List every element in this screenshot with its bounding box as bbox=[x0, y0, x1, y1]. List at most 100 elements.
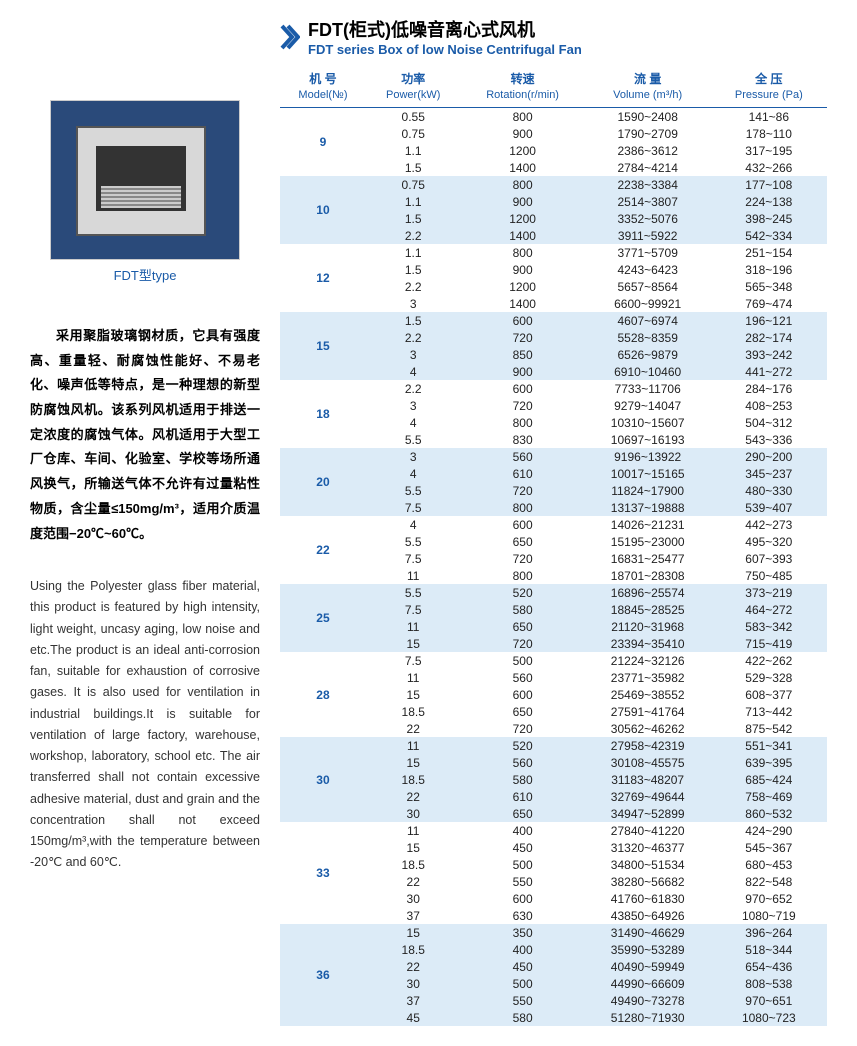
power-cell: 11 bbox=[366, 669, 461, 686]
rotation-cell: 900 bbox=[460, 363, 584, 380]
pressure-cell: 551~341 bbox=[711, 737, 827, 754]
power-cell: 5.5 bbox=[366, 431, 461, 448]
power-cell: 1.5 bbox=[366, 210, 461, 227]
volume-cell: 10697~16193 bbox=[585, 431, 711, 448]
power-cell: 7.5 bbox=[366, 550, 461, 567]
volume-cell: 31490~46629 bbox=[585, 924, 711, 941]
power-cell: 7.5 bbox=[366, 601, 461, 618]
model-cell: 25 bbox=[280, 584, 366, 652]
volume-cell: 1590~2408 bbox=[585, 108, 711, 126]
power-cell: 22 bbox=[366, 958, 461, 975]
power-cell: 5.5 bbox=[366, 533, 461, 550]
power-cell: 4 bbox=[366, 465, 461, 482]
pressure-cell: 685~424 bbox=[711, 771, 827, 788]
pressure-cell: 680~453 bbox=[711, 856, 827, 873]
table-row: 301152027958~42319551~341 bbox=[280, 737, 827, 754]
rotation-cell: 630 bbox=[460, 907, 584, 924]
chevron-icon bbox=[280, 24, 300, 53]
rotation-cell: 1400 bbox=[460, 227, 584, 244]
rotation-cell: 900 bbox=[460, 261, 584, 278]
power-cell: 7.5 bbox=[366, 652, 461, 669]
image-caption: FDT型type bbox=[30, 265, 260, 284]
power-cell: 2.2 bbox=[366, 329, 461, 346]
power-cell: 15 bbox=[366, 754, 461, 771]
volume-cell: 21120~31968 bbox=[585, 618, 711, 635]
pressure-cell: 715~419 bbox=[711, 635, 827, 652]
rotation-cell: 830 bbox=[460, 431, 584, 448]
volume-cell: 27840~41220 bbox=[585, 822, 711, 839]
volume-cell: 15195~23000 bbox=[585, 533, 711, 550]
volume-cell: 9279~14047 bbox=[585, 397, 711, 414]
power-cell: 18.5 bbox=[366, 856, 461, 873]
volume-cell: 18701~28308 bbox=[585, 567, 711, 584]
rotation-cell: 500 bbox=[460, 856, 584, 873]
rotation-cell: 800 bbox=[460, 567, 584, 584]
power-cell: 22 bbox=[366, 788, 461, 805]
model-cell: 15 bbox=[280, 312, 366, 380]
power-cell: 0.75 bbox=[366, 176, 461, 193]
rotation-cell: 720 bbox=[460, 482, 584, 499]
power-cell: 1.5 bbox=[366, 159, 461, 176]
power-cell: 2.2 bbox=[366, 278, 461, 295]
volume-cell: 14026~21231 bbox=[585, 516, 711, 533]
volume-cell: 23394~35410 bbox=[585, 635, 711, 652]
rotation-cell: 800 bbox=[460, 499, 584, 516]
volume-cell: 2784~4214 bbox=[585, 159, 711, 176]
pressure-cell: 545~367 bbox=[711, 839, 827, 856]
power-cell: 22 bbox=[366, 720, 461, 737]
volume-cell: 25469~38552 bbox=[585, 686, 711, 703]
model-cell: 22 bbox=[280, 516, 366, 584]
pressure-cell: 422~262 bbox=[711, 652, 827, 669]
volume-cell: 18845~28525 bbox=[585, 601, 711, 618]
power-cell: 18.5 bbox=[366, 703, 461, 720]
power-cell: 11 bbox=[366, 822, 461, 839]
volume-cell: 5657~8564 bbox=[585, 278, 711, 295]
volume-cell: 3911~5922 bbox=[585, 227, 711, 244]
model-cell: 20 bbox=[280, 448, 366, 516]
rotation-cell: 900 bbox=[460, 125, 584, 142]
column-header: 全 压Pressure (Pa) bbox=[711, 67, 827, 107]
pressure-cell: 282~174 bbox=[711, 329, 827, 346]
volume-cell: 27958~42319 bbox=[585, 737, 711, 754]
rotation-cell: 560 bbox=[460, 754, 584, 771]
pressure-cell: 1080~723 bbox=[711, 1009, 827, 1026]
rotation-cell: 720 bbox=[460, 329, 584, 346]
rotation-cell: 1400 bbox=[460, 295, 584, 312]
volume-cell: 11824~17900 bbox=[585, 482, 711, 499]
power-cell: 4 bbox=[366, 363, 461, 380]
rotation-cell: 850 bbox=[460, 346, 584, 363]
volume-cell: 3352~5076 bbox=[585, 210, 711, 227]
rotation-cell: 1200 bbox=[460, 210, 584, 227]
volume-cell: 44990~66609 bbox=[585, 975, 711, 992]
volume-cell: 16831~25477 bbox=[585, 550, 711, 567]
volume-cell: 5528~8359 bbox=[585, 329, 711, 346]
volume-cell: 31320~46377 bbox=[585, 839, 711, 856]
power-cell: 15 bbox=[366, 924, 461, 941]
pressure-cell: 543~336 bbox=[711, 431, 827, 448]
rotation-cell: 1200 bbox=[460, 142, 584, 159]
volume-cell: 2514~3807 bbox=[585, 193, 711, 210]
volume-cell: 2386~3612 bbox=[585, 142, 711, 159]
model-cell: 12 bbox=[280, 244, 366, 312]
table-row: 255.552016896~25574373~219 bbox=[280, 584, 827, 601]
volume-cell: 41760~61830 bbox=[585, 890, 711, 907]
table-row: 90.558001590~2408141~86 bbox=[280, 108, 827, 126]
rotation-cell: 650 bbox=[460, 703, 584, 720]
pressure-cell: 822~548 bbox=[711, 873, 827, 890]
column-header: 流 量Volume (m³/h) bbox=[585, 67, 711, 107]
rotation-cell: 1400 bbox=[460, 159, 584, 176]
rotation-cell: 650 bbox=[460, 805, 584, 822]
power-cell: 5.5 bbox=[366, 482, 461, 499]
power-cell: 30 bbox=[366, 805, 461, 822]
model-cell: 18 bbox=[280, 380, 366, 448]
pressure-cell: 542~334 bbox=[711, 227, 827, 244]
header: FDT(柜式)低噪音离心式风机 FDT series Box of low No… bbox=[280, 20, 827, 57]
power-cell: 45 bbox=[366, 1009, 461, 1026]
pressure-cell: 565~348 bbox=[711, 278, 827, 295]
rotation-cell: 610 bbox=[460, 465, 584, 482]
power-cell: 3 bbox=[366, 295, 461, 312]
power-cell: 15 bbox=[366, 839, 461, 856]
power-cell: 3 bbox=[366, 448, 461, 465]
rotation-cell: 800 bbox=[460, 176, 584, 193]
volume-cell: 27591~41764 bbox=[585, 703, 711, 720]
